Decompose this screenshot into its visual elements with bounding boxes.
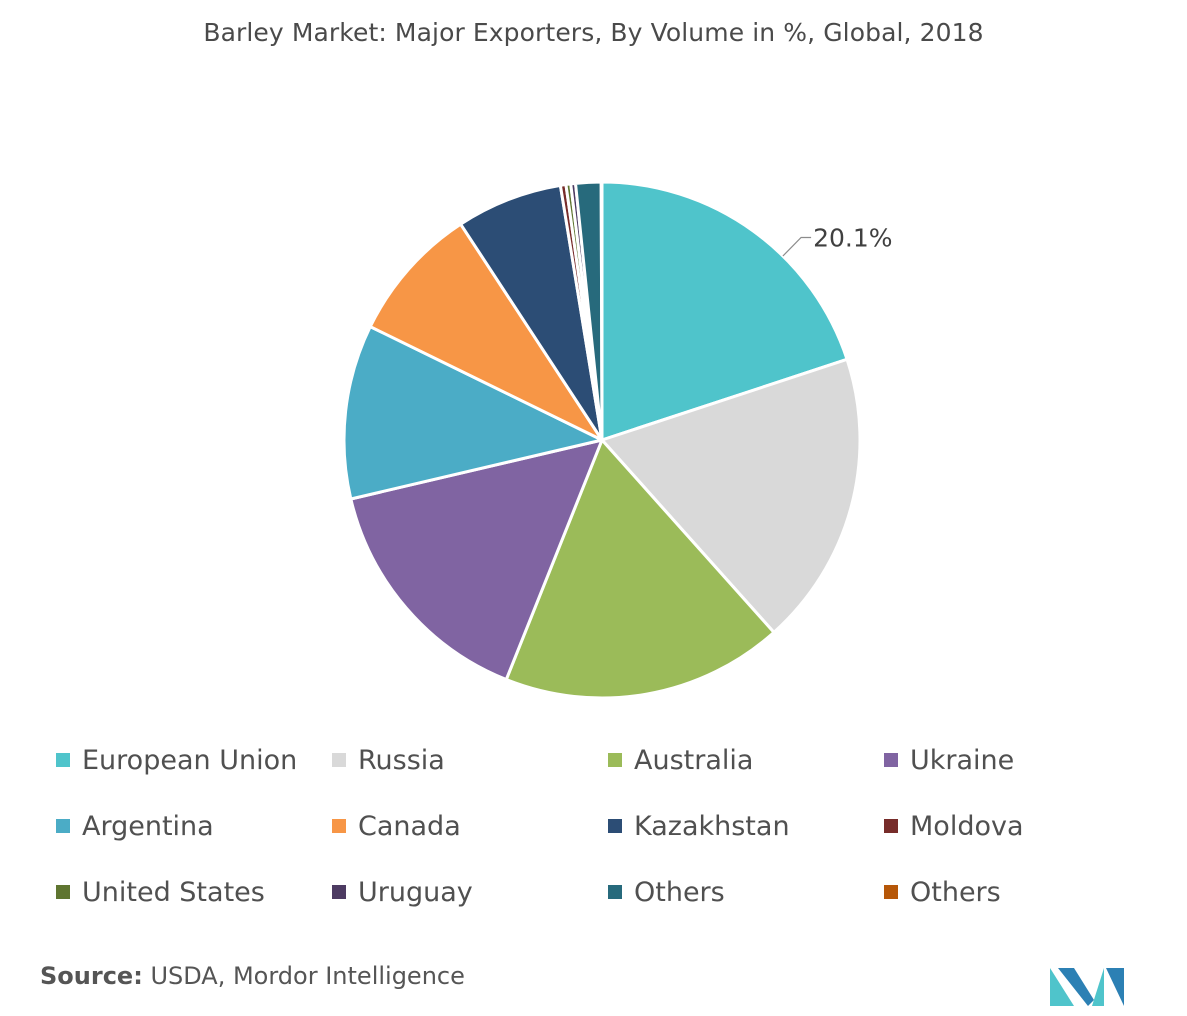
mordor-intelligence-logo-icon: [1050, 968, 1124, 1006]
legend-swatch: [608, 885, 622, 899]
legend-label: European Union: [82, 744, 298, 776]
legend-item: Australia: [608, 740, 753, 780]
legend-label: Australia: [634, 744, 754, 776]
legend-swatch: [884, 753, 898, 767]
legend-label: Argentina: [82, 810, 214, 842]
pie-slices: [342, 180, 862, 700]
legend-swatch: [56, 819, 70, 833]
legend-swatch: [332, 819, 346, 833]
pie-slice-russia-1: [600, 357, 862, 634]
legend-swatch: [56, 885, 70, 899]
source-note: Source: USDA, Mordor Intelligence: [40, 962, 465, 990]
legend-swatch: [608, 753, 622, 767]
legend-swatch: [608, 819, 622, 833]
legend-item: Others: [608, 872, 725, 912]
data-label: 20.1%: [813, 224, 892, 253]
legend-item: Canada: [332, 806, 461, 846]
legend-label: Moldova: [910, 810, 1024, 842]
pie-slice-kazakhstan-6: [459, 183, 604, 442]
legend-label: Uruguay: [358, 876, 473, 908]
chart-title: Barley Market: Major Exporters, By Volum…: [203, 18, 984, 47]
legend-item: Argentina: [56, 806, 214, 846]
legend-label: United States: [82, 876, 265, 908]
legend-item: Uruguay: [332, 872, 473, 912]
legend-item: Kazakhstan: [608, 806, 790, 846]
pie-slice-ukraine-3: [349, 438, 604, 682]
legend-label: Others: [634, 876, 725, 908]
legend-item: European Union: [56, 740, 297, 780]
source-label: Source:: [40, 962, 143, 990]
legend-label: Canada: [358, 810, 461, 842]
pie-slice-canada-5: [368, 222, 604, 442]
legend-swatch: [56, 753, 70, 767]
pie-slice-argentina-4: [342, 325, 604, 501]
legend-swatch: [884, 819, 898, 833]
pie-chart: 20.1%: [342, 180, 893, 700]
legend-swatch: [884, 885, 898, 899]
pie-slice-others-11: [599, 180, 604, 442]
pie-data-labels: 20.1%: [782, 224, 893, 257]
legend-label: Others: [910, 876, 1001, 908]
legend-item: Others: [884, 872, 1001, 912]
pie-slice-european-union-0: [600, 180, 849, 442]
legend-swatch: [332, 885, 346, 899]
legend-swatch: [332, 753, 346, 767]
source-text: USDA, Mordor Intelligence: [150, 962, 465, 990]
legend-item: Ukraine: [884, 740, 1014, 780]
legend-item: Moldova: [884, 806, 1024, 846]
legend-label: Kazakhstan: [634, 810, 790, 842]
legend-label: Ukraine: [910, 744, 1015, 776]
pie-slice-australia-2: [504, 438, 776, 700]
data-label-leader-line: [782, 236, 812, 257]
legend-label: Russia: [358, 744, 445, 776]
legend-item: Russia: [332, 740, 445, 780]
legend-item: United States: [56, 872, 265, 912]
